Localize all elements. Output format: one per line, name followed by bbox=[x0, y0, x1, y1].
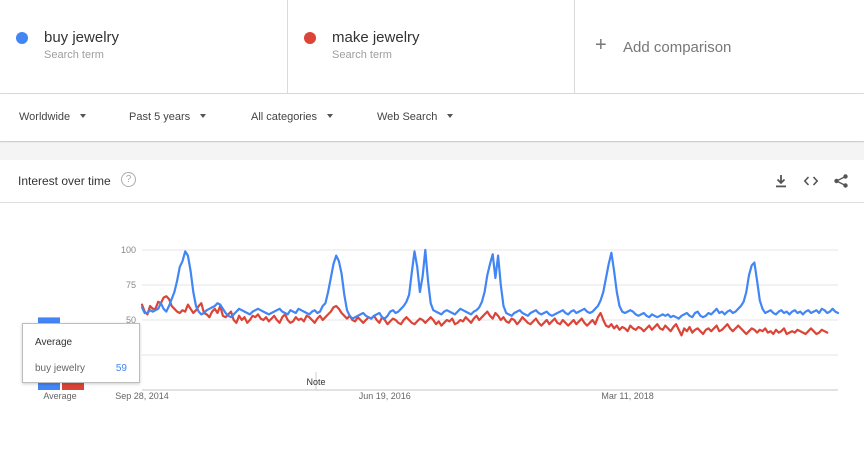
card-title: Interest over time bbox=[18, 174, 111, 188]
help-icon[interactable]: ? bbox=[121, 172, 136, 187]
search-type-dropdown[interactable]: Web Search bbox=[377, 111, 454, 123]
caret-down-icon bbox=[80, 114, 87, 119]
filter-bar: Worldwide Past 5 years All categories We… bbox=[0, 94, 864, 142]
average-label: Average bbox=[43, 391, 76, 401]
download-icon[interactable] bbox=[773, 173, 789, 189]
add-comparison-label: Add comparison bbox=[623, 39, 732, 56]
search-term-buy-jewelry[interactable]: buy jewelry Search term bbox=[0, 0, 288, 94]
category-dropdown[interactable]: All categories bbox=[251, 111, 334, 123]
plus-icon: + bbox=[595, 34, 607, 56]
average-tooltip: Average buy jewelry 59 bbox=[22, 323, 140, 383]
caret-down-icon bbox=[327, 114, 334, 119]
tooltip-title: Average bbox=[35, 337, 73, 348]
tooltip-term: buy jewelry bbox=[35, 363, 86, 374]
term-color-dot bbox=[304, 32, 316, 44]
search-term-name[interactable]: buy jewelry bbox=[44, 29, 120, 46]
section-divider bbox=[0, 143, 864, 160]
y-tick-label: 100 bbox=[121, 245, 136, 255]
time-range-label: Past 5 years bbox=[129, 111, 191, 123]
caret-down-icon bbox=[447, 114, 454, 119]
add-comparison-button[interactable]: + Add comparison bbox=[575, 0, 864, 94]
search-term-type: Search term bbox=[332, 49, 392, 61]
embed-icon[interactable] bbox=[803, 173, 819, 189]
y-tick-label: 50 bbox=[126, 315, 136, 325]
tooltip-value: 59 bbox=[115, 363, 127, 374]
note-label: Note bbox=[306, 377, 325, 387]
caret-down-icon bbox=[200, 114, 207, 119]
category-label: All categories bbox=[251, 111, 318, 123]
x-tick-label: Sep 28, 2014 bbox=[115, 391, 169, 401]
series-line bbox=[140, 248, 840, 320]
term-color-dot bbox=[16, 32, 28, 44]
search-type-label: Web Search bbox=[377, 111, 438, 123]
region-dropdown[interactable]: Worldwide bbox=[19, 111, 87, 123]
x-tick-label: Mar 11, 2018 bbox=[601, 391, 653, 401]
card-header-divider bbox=[0, 202, 864, 203]
share-icon[interactable] bbox=[833, 173, 849, 189]
time-range-dropdown[interactable]: Past 5 years bbox=[129, 111, 207, 123]
x-tick-label: Jun 19, 2016 bbox=[359, 391, 411, 401]
y-tick-label: 75 bbox=[126, 280, 136, 290]
search-term-make-jewelry[interactable]: make jewelry Search term bbox=[288, 0, 575, 94]
search-term-name[interactable]: make jewelry bbox=[332, 29, 420, 46]
series-line bbox=[140, 295, 829, 337]
search-terms-bar: buy jewelry Search term make jewelry Sea… bbox=[0, 0, 864, 94]
region-label: Worldwide bbox=[19, 111, 71, 123]
search-term-type: Search term bbox=[44, 49, 104, 61]
